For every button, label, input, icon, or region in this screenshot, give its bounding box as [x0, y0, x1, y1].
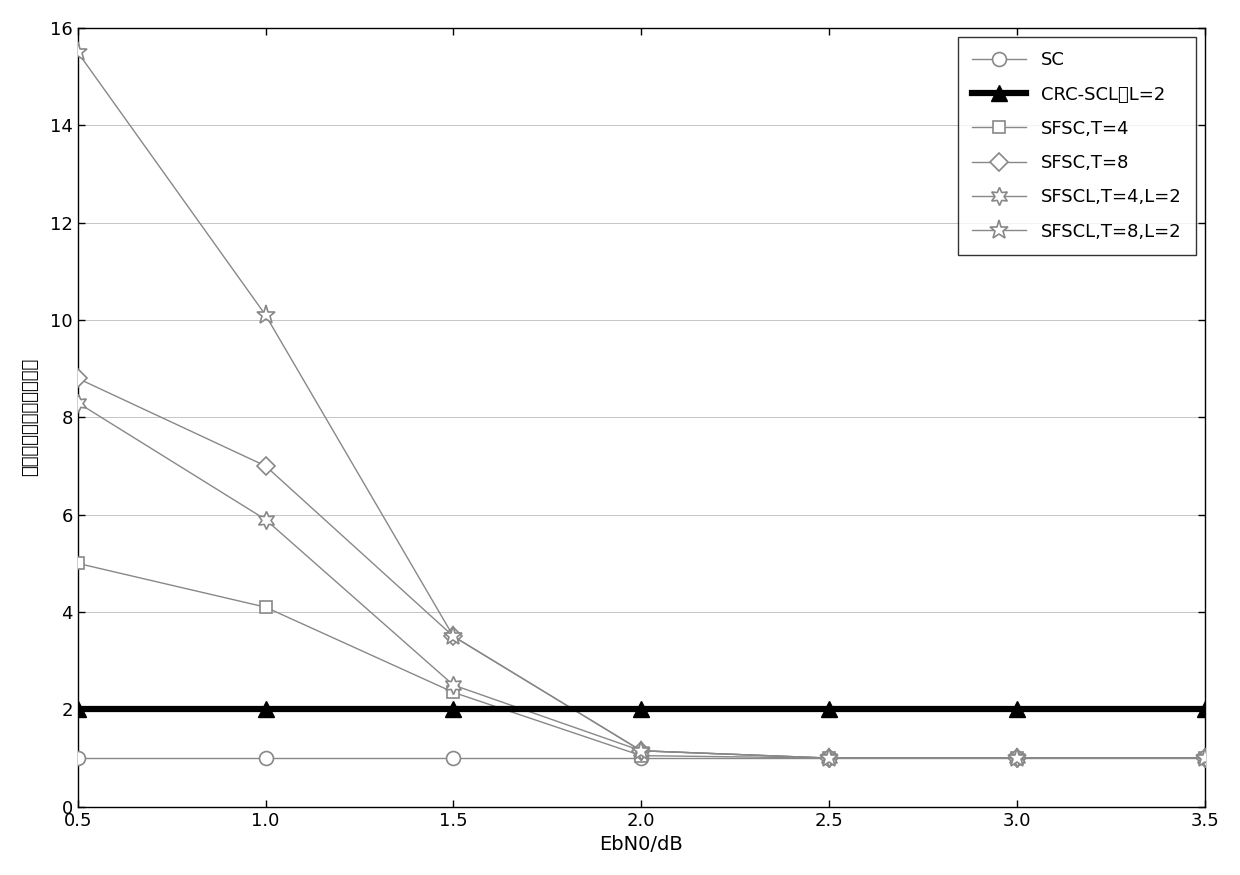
Legend: SC, CRC-SCL，L=2, SFSC,T=4, SFSC,T=8, SFSCL,T=4,L=2, SFSCL,T=8,L=2: SC, CRC-SCL，L=2, SFSC,T=4, SFSC,T=8, SFS… — [957, 37, 1195, 255]
Y-axis label: 归一化的平均译码复杂度: 归一化的平均译码复杂度 — [21, 358, 38, 476]
X-axis label: EbN0/dB: EbN0/dB — [599, 835, 683, 854]
